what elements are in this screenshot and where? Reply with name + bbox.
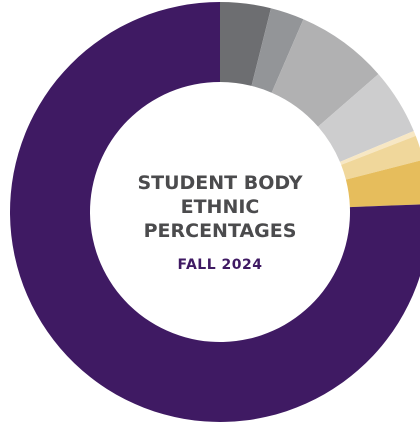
donut-slices (10, 2, 420, 422)
donut-slice-6 (341, 135, 420, 180)
donut-slice-3 (271, 19, 379, 127)
donut-slice-4 (318, 74, 414, 162)
donut-slice-2 (251, 8, 304, 93)
donut-slice-8 (10, 2, 420, 422)
donut-slice-5 (339, 131, 416, 165)
donut-slice-7 (345, 160, 420, 208)
donut-slice-1 (220, 2, 271, 86)
